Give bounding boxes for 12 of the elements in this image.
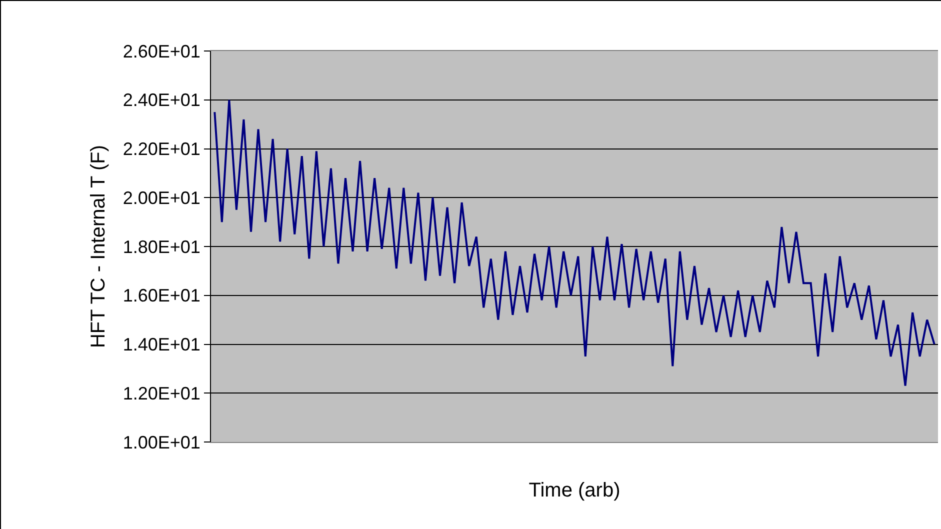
y-tick-label: 1.20E+01 [122,383,200,404]
y-tick-label: 1.80E+01 [122,236,200,257]
y-axis-title: HFT TC - Internal T (F) [87,145,110,348]
y-tick-label: 1.00E+01 [122,432,200,452]
y-tick-label: 2.40E+01 [122,90,200,110]
y-tick-label: 2.00E+01 [122,188,200,208]
y-tick-label: 1.40E+01 [122,334,200,355]
y-tick-label: 1.60E+01 [122,286,200,306]
line-series [214,98,936,387]
y-tick-label: 2.20E+01 [122,139,200,160]
y-tick-label: 2.60E+01 [122,41,200,62]
x-axis-title: Time (arb) [528,480,620,502]
